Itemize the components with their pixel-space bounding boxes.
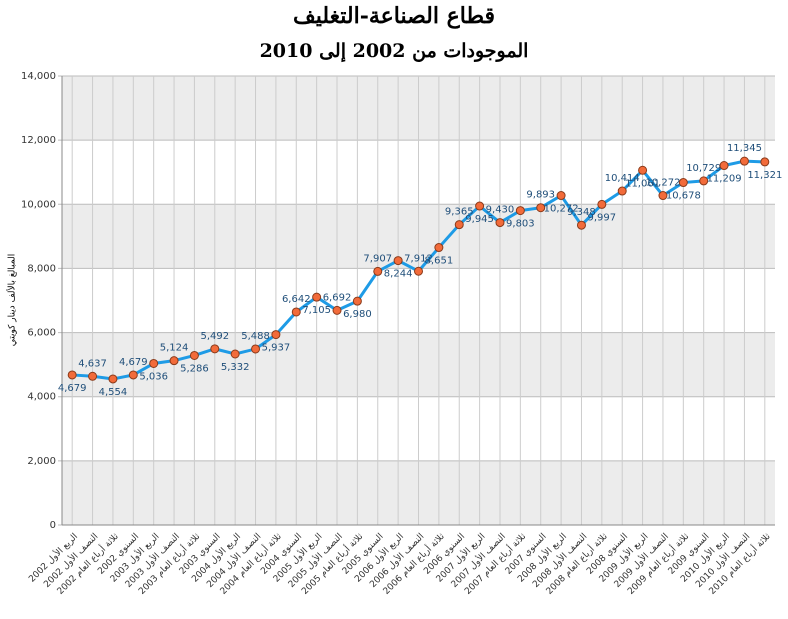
data-label: 7,912 — [404, 253, 433, 264]
data-point — [88, 371, 98, 381]
data-label: 4,679 — [119, 357, 148, 368]
data-label: 9,348 — [567, 207, 596, 218]
data-label: 5,036 — [139, 371, 168, 382]
data-point — [719, 161, 729, 171]
data-label: 11,345 — [727, 143, 762, 154]
data-point — [536, 203, 546, 213]
y-axis-label: المبالغ بالألف دينار كويتي — [6, 254, 18, 346]
data-point — [678, 178, 688, 188]
data-point — [576, 220, 586, 230]
data-point — [434, 243, 444, 253]
data-point — [352, 296, 362, 306]
data-label: 10,729 — [686, 163, 721, 174]
data-point — [658, 191, 668, 201]
data-point — [597, 199, 607, 209]
data-label: 4,554 — [99, 387, 128, 398]
data-point — [760, 157, 770, 167]
data-point — [108, 374, 118, 384]
data-point — [291, 307, 301, 317]
data-label: 5,332 — [221, 362, 250, 373]
data-label: 10,272 — [544, 204, 579, 215]
data-point — [739, 156, 749, 166]
data-point — [332, 305, 342, 315]
data-point — [230, 349, 240, 359]
data-label: 9,803 — [506, 219, 535, 230]
data-label: 11,321 — [747, 170, 782, 181]
data-label: 6,642 — [282, 294, 311, 305]
data-label: 9,430 — [486, 205, 515, 216]
data-point — [271, 330, 281, 340]
y-tick-label: 6,000 — [27, 328, 56, 339]
data-label: 11,209 — [707, 174, 742, 185]
data-label: 5,492 — [200, 331, 229, 342]
data-label: 8,651 — [425, 256, 454, 267]
data-point — [149, 358, 159, 368]
data-label: 11,061 — [625, 178, 660, 189]
data-label: 4,679 — [58, 383, 87, 394]
data-point — [638, 165, 648, 175]
data-label: 6,692 — [323, 292, 352, 303]
data-point — [312, 292, 322, 302]
data-label: 9,365 — [445, 207, 474, 218]
data-point — [393, 256, 403, 266]
data-label: 5,286 — [180, 363, 209, 374]
data-label: 9,945 — [465, 214, 494, 225]
data-point — [617, 186, 627, 196]
chart-subtitle: الموجودات من 2002 إلى 2010 — [260, 40, 529, 63]
y-tick-label: 10,000 — [21, 199, 56, 210]
data-point — [414, 266, 423, 276]
data-label: 7,907 — [363, 253, 392, 264]
y-tick-label: 2,000 — [27, 456, 56, 467]
data-label: 9,997 — [588, 212, 617, 223]
data-label: 10,272 — [645, 178, 680, 189]
data-point — [515, 206, 525, 216]
data-label: 5,937 — [262, 343, 291, 354]
data-point — [373, 266, 383, 276]
y-tick-label: 8,000 — [27, 263, 56, 274]
chart-title: قطاع الصناعة-التغليف — [293, 3, 495, 29]
data-label: 9,893 — [526, 190, 555, 201]
data-point — [699, 176, 709, 186]
data-point — [475, 201, 485, 211]
data-point — [67, 370, 77, 380]
data-point — [210, 344, 220, 354]
data-point — [454, 220, 464, 230]
data-point — [189, 350, 199, 360]
data-label: 10,678 — [666, 191, 701, 202]
y-tick-label: 14,000 — [21, 71, 56, 82]
data-label: 5,488 — [241, 331, 270, 342]
data-point — [251, 344, 261, 354]
y-tick-label: 0 — [50, 520, 56, 531]
data-point — [169, 356, 179, 366]
data-label: 7,105 — [302, 305, 331, 316]
data-point — [495, 218, 505, 228]
data-label: 4,637 — [78, 358, 107, 369]
data-label: 8,244 — [384, 269, 413, 280]
data-point — [128, 370, 138, 380]
data-label: 5,124 — [160, 343, 189, 354]
data-point — [556, 191, 566, 201]
data-label: 10,414 — [605, 173, 640, 184]
data-label: 6,980 — [343, 309, 372, 320]
y-tick-label: 4,000 — [27, 392, 56, 403]
y-tick-label: 12,000 — [21, 135, 56, 146]
